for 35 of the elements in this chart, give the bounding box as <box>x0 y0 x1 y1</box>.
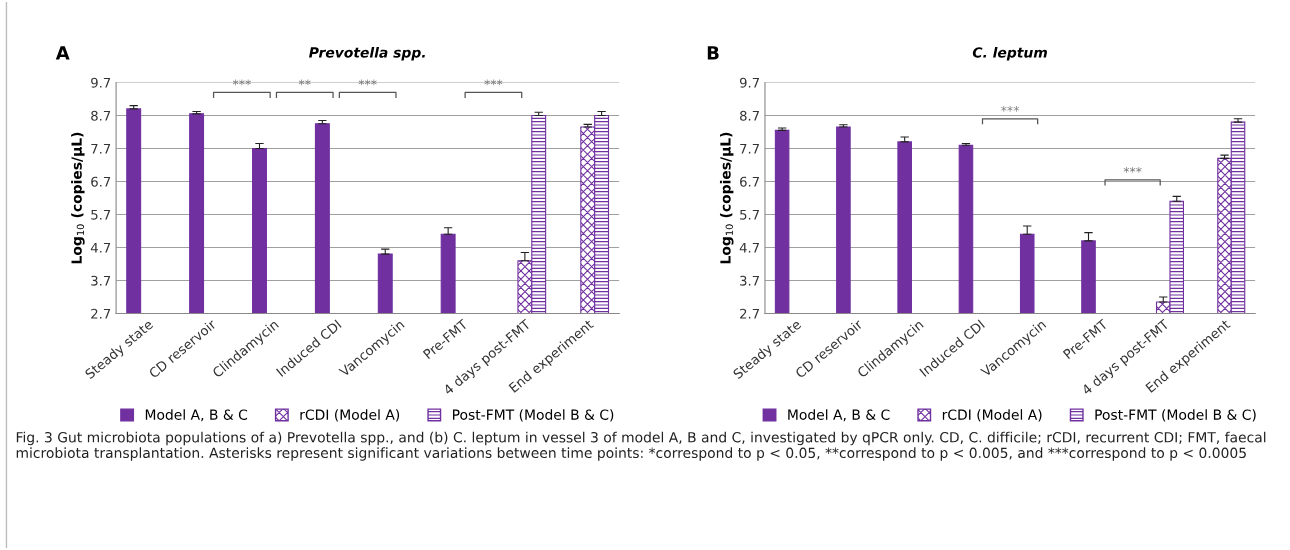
y-tick-label: 8.7 <box>91 110 111 121</box>
y-axis-title: Log$_{10}$ (copies/μL) <box>71 132 85 264</box>
y-tick-label: 8.7 <box>740 110 759 121</box>
y-tick-label: 5.7 <box>740 209 759 220</box>
annotation: *** <box>484 79 503 86</box>
y-tick-label: 2.7 <box>740 308 759 319</box>
y-tick-label: 5.7 <box>91 209 111 220</box>
annotation: *** <box>1001 105 1020 112</box>
legend-label: Post-FMT (Model B & C) <box>1095 409 1256 422</box>
caption: Fig. 3 Gut microbiota populations of a) Prevotella spp., and (b) C. leptum in vessel 3 of model A, B and C, investigated by qPCR only. CD, C. difficile; rCDI, recurrent CDI; FMT, faecal microbiota transplantation. Asterisks represent significant variations between time points: *correspond to p < 0.05, **correspond to p < 0.005, and ***correspond to p < 0.0005 <box>16 431 1266 461</box>
chart-title: C. leptum <box>972 46 1047 61</box>
legend-label: Model A, B & C <box>788 409 890 422</box>
annotation: *** <box>1123 166 1142 173</box>
y-tick-label: 6.7 <box>91 176 111 187</box>
y-axis-title: Log$_{10}$ (copies/μL) <box>719 132 734 264</box>
legend-label: rCDI (Model A) <box>942 409 1042 422</box>
y-tick-label: 6.7 <box>740 176 759 187</box>
y-tick-label: 2.7 <box>91 308 111 319</box>
y-tick-label: 9.7 <box>91 77 111 88</box>
y-tick-label: 3.7 <box>91 275 111 286</box>
annotation: *** <box>232 79 251 86</box>
legend-label: Model A, B & C <box>145 409 248 422</box>
legend-label: rCDI (Model A) <box>300 409 400 422</box>
legend-label: Post-FMT (Model B & C) <box>453 409 614 422</box>
annotation: ** <box>298 79 311 86</box>
y-tick-label: 4.7 <box>739 242 759 253</box>
text: A <box>55 46 70 60</box>
annotation: *** <box>358 79 377 86</box>
chart-title: Prevotella spp. <box>309 46 425 61</box>
y-tick-label: 7.7 <box>91 143 111 154</box>
text: B <box>707 46 719 60</box>
y-tick-label: 4.7 <box>90 242 111 253</box>
y-tick-label: 3.7 <box>740 275 759 286</box>
y-tick-label: 7.7 <box>740 143 759 154</box>
y-tick-label: 9.7 <box>739 77 759 88</box>
